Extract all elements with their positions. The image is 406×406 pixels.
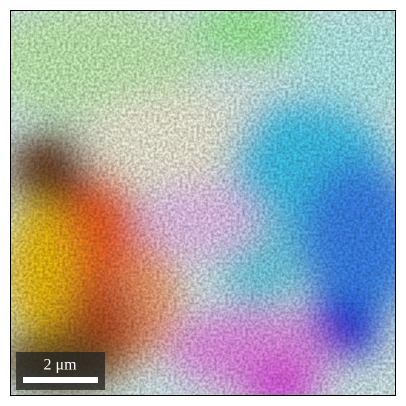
scale-bar-background — [16, 352, 105, 390]
frame — [10, 10, 396, 396]
scale-bar-label: 2 μm — [43, 357, 77, 374]
scale-bar: 2 μm — [16, 352, 105, 390]
scale-bar-line — [23, 377, 98, 383]
